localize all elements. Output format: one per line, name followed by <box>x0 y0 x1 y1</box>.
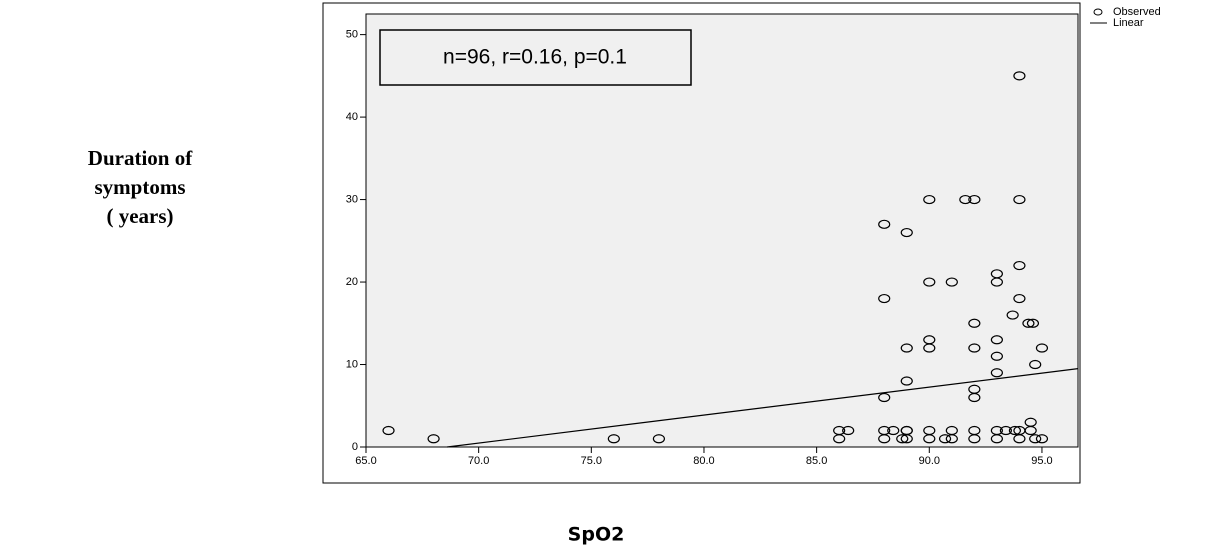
scatter-point <box>427 434 440 444</box>
x-tick-label: 65.0 <box>355 455 376 467</box>
scatter-point <box>945 277 958 287</box>
scatter-point <box>990 277 1003 287</box>
x-tick-label: 90.0 <box>919 455 940 467</box>
legend-label: Observed <box>1113 6 1161 18</box>
scatter-point <box>1013 434 1026 444</box>
y-tick-label: 50 <box>346 29 358 41</box>
scatter-point <box>878 293 891 304</box>
scatter-point <box>923 434 936 444</box>
scatter-point <box>878 392 891 403</box>
x-tick-label: 70.0 <box>468 455 489 467</box>
scatter-point <box>999 425 1012 436</box>
scatter-point <box>896 434 909 444</box>
y-axis-label: Duration of <box>88 146 193 170</box>
scatter-point <box>968 392 981 403</box>
scatter-point <box>900 343 913 353</box>
annotation: n=96, r=0.16, p=0.1 <box>443 46 627 69</box>
scatter-point <box>990 368 1003 378</box>
y-axis-label: symptoms <box>94 175 185 199</box>
scatter-point <box>923 343 936 353</box>
scatter-point <box>968 343 981 353</box>
scatter-point <box>1008 425 1022 436</box>
scatter-point <box>990 434 1003 444</box>
scatter-point <box>1013 260 1026 271</box>
scatter-point <box>945 434 958 444</box>
scatter-point <box>968 318 981 328</box>
scatter-point <box>382 425 395 436</box>
scatter-point <box>990 351 1003 361</box>
y-tick-label: 0 <box>352 441 358 453</box>
plot-area <box>365 13 1079 448</box>
y-tick-label: 40 <box>346 111 358 123</box>
scatter-point <box>900 425 913 436</box>
x-tick-label: 80.0 <box>693 455 714 467</box>
x-tick-label: 85.0 <box>806 455 827 467</box>
scatter-point <box>968 194 981 205</box>
scatter-point <box>1024 425 1037 436</box>
scatter-point <box>878 434 891 444</box>
scatter-point <box>968 434 981 444</box>
legend-marker <box>1093 8 1103 16</box>
scatter-point <box>1006 310 1019 320</box>
scatter-point <box>1013 71 1026 81</box>
scatter-point <box>1035 434 1049 444</box>
scatter-point <box>1013 293 1026 304</box>
scatter-point <box>938 434 952 444</box>
scatter-point <box>878 219 891 229</box>
scatter-point <box>887 425 900 436</box>
scatter-point <box>1029 359 1042 370</box>
y-tick-label: 30 <box>346 193 358 205</box>
fit-line <box>447 368 1079 448</box>
x-tick-label: 95.0 <box>1031 455 1052 467</box>
scatter-point <box>900 227 913 238</box>
scatter-point <box>833 434 846 444</box>
scatter-point <box>1029 434 1042 444</box>
scatter-point <box>607 434 620 444</box>
y-tick-label: 20 <box>346 276 358 288</box>
y-axis-label: ( years) <box>106 204 173 228</box>
scatter-point <box>1013 194 1026 205</box>
scatter-point <box>652 434 666 444</box>
scatter-point <box>1026 318 1040 328</box>
scatter-point <box>959 194 972 205</box>
scatter-point <box>842 425 855 436</box>
scatter-point <box>900 376 913 386</box>
legend-label: Linear <box>1113 17 1144 29</box>
y-tick-label: 10 <box>346 358 358 370</box>
scatter-point <box>923 277 936 287</box>
scatter-point <box>1022 318 1035 328</box>
scatter-point <box>990 335 1003 345</box>
scatter-point <box>1035 343 1049 353</box>
annotation-box <box>379 29 692 86</box>
scatter-point <box>923 194 936 205</box>
x-axis-label: SpO2 <box>568 524 625 546</box>
x-tick-label: 75.0 <box>581 455 602 467</box>
